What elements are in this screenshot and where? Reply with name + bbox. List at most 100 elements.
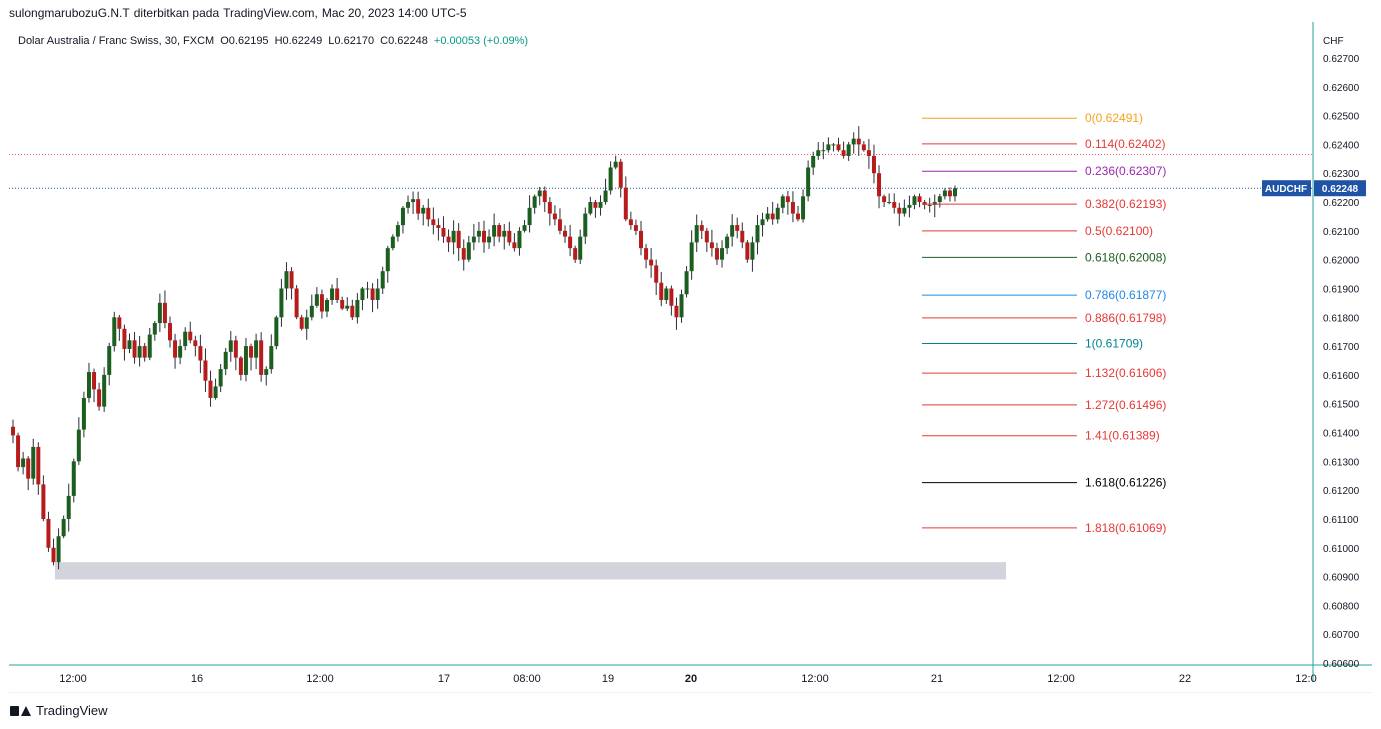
candle-body	[426, 207, 431, 220]
candle-body	[461, 248, 466, 260]
candle-body	[573, 248, 578, 260]
candle-body	[188, 331, 193, 341]
candle-body	[618, 161, 623, 188]
candle-body	[421, 207, 426, 214]
candle-body	[92, 372, 97, 390]
candle-body	[811, 155, 816, 168]
candle-body	[228, 340, 233, 352]
candle-body	[497, 225, 502, 237]
candle-body	[380, 271, 385, 289]
candle-body	[259, 340, 264, 375]
y-tick-label: 0.61700	[1323, 342, 1360, 353]
candle-body	[400, 207, 405, 226]
candle-body	[482, 230, 486, 243]
candle-body	[466, 242, 471, 260]
candle-body	[299, 317, 304, 329]
candle-body	[446, 236, 451, 243]
candle-body	[568, 236, 573, 249]
price-badge-label: 0.62248	[1322, 184, 1359, 195]
candle-body	[203, 360, 208, 381]
candle-body	[892, 202, 897, 208]
fib-level-label: 1.132(0.61606)	[1085, 366, 1166, 380]
candle-body	[887, 202, 892, 204]
candle-body	[765, 213, 770, 220]
candle-body	[517, 230, 522, 249]
candle-body	[390, 236, 395, 249]
candle-body	[249, 346, 254, 358]
y-tick-label: 0.61400	[1323, 429, 1360, 440]
footer-brand[interactable]: TradingView	[10, 703, 108, 718]
candle-body	[112, 317, 117, 347]
candle-body	[664, 288, 669, 300]
fib-level-label: 0.236(0.62307)	[1085, 164, 1166, 178]
candle-body	[861, 144, 866, 151]
ohlc-legend: Dolar Australia / Franc Swiss, 30, FXCM O…	[18, 35, 534, 47]
candle-body	[902, 207, 907, 214]
candle-body	[41, 484, 46, 519]
symbol-description: Dolar Australia / Franc Swiss, 30, FXCM	[18, 35, 215, 47]
candle-body	[512, 242, 517, 249]
candle-body	[547, 202, 552, 214]
x-tick-label: 12:00	[1047, 673, 1075, 685]
candle-body	[877, 173, 882, 197]
candle-body	[370, 288, 375, 300]
candle-body	[563, 230, 568, 237]
y-tick-label: 0.61600	[1323, 371, 1360, 382]
candle-body	[471, 236, 476, 243]
candle-body	[750, 242, 755, 260]
candle-body	[102, 374, 107, 407]
candle-body	[21, 458, 26, 468]
candle-body	[942, 190, 947, 197]
candle-body	[785, 196, 790, 203]
candle-body	[709, 242, 714, 249]
candle-body	[26, 458, 31, 479]
x-tick-label: 12:00	[306, 673, 334, 685]
candle-body	[233, 340, 238, 358]
candle-body	[532, 196, 537, 208]
candle-body	[264, 369, 269, 375]
candle-body	[127, 340, 132, 349]
candle-body	[142, 346, 147, 358]
candle-body	[223, 351, 228, 370]
candle-body	[699, 225, 704, 231]
candlestick-chart[interactable]: CHF 0.62700 0.62600 0.62500 0.62400 0.62300 0.…	[9, 22, 1372, 694]
chart-area[interactable]: CHF 0.62700 0.62600 0.62500 0.62400 0.62300 0.…	[9, 22, 1372, 694]
y-tick-label: 0.62500	[1323, 112, 1360, 123]
candle-body	[213, 386, 218, 398]
publish-header: sulongmarubozuG.N.T diterbitkan pada Tradi…	[9, 6, 471, 20]
fib-level-label: 1.818(0.61069)	[1085, 521, 1166, 535]
candle-body	[917, 196, 922, 203]
candle-body	[583, 213, 588, 237]
y-tick-label: 0.60600	[1323, 659, 1360, 670]
y-tick-label: 0.61500	[1323, 400, 1360, 411]
candle-body	[395, 225, 400, 237]
candle-body	[476, 230, 481, 237]
y-tick-label: 0.61300	[1323, 457, 1360, 468]
y-tick-label: 0.60800	[1323, 601, 1360, 612]
fib-level-label: 0.618(0.62008)	[1085, 250, 1166, 264]
candle-body	[557, 219, 562, 231]
y-tick-label: 0.62300	[1323, 169, 1360, 180]
candle-body	[846, 144, 851, 156]
candle-body	[649, 259, 654, 266]
candle-body	[274, 317, 279, 347]
candle-body	[137, 346, 142, 358]
change-value: +0.00053 (+0.09%)	[433, 35, 529, 47]
candle-body	[168, 323, 172, 341]
candle-body	[507, 230, 512, 243]
x-tick-label: 12:00	[59, 673, 87, 685]
candle-body	[314, 294, 319, 306]
candle-body	[71, 461, 76, 496]
x-tick-label: 12:0	[1295, 673, 1316, 685]
candle-body	[745, 242, 750, 260]
brand-name: TradingView	[36, 703, 108, 718]
candle-body	[897, 207, 902, 214]
candle-body	[451, 230, 456, 243]
fib-level-label: 0.786(0.61877)	[1085, 288, 1166, 302]
candle-body	[183, 331, 188, 347]
candle-body	[537, 190, 542, 197]
candle-body	[66, 495, 71, 519]
candle-body	[340, 300, 345, 309]
candle-body	[684, 271, 689, 295]
candle-body	[922, 202, 927, 205]
